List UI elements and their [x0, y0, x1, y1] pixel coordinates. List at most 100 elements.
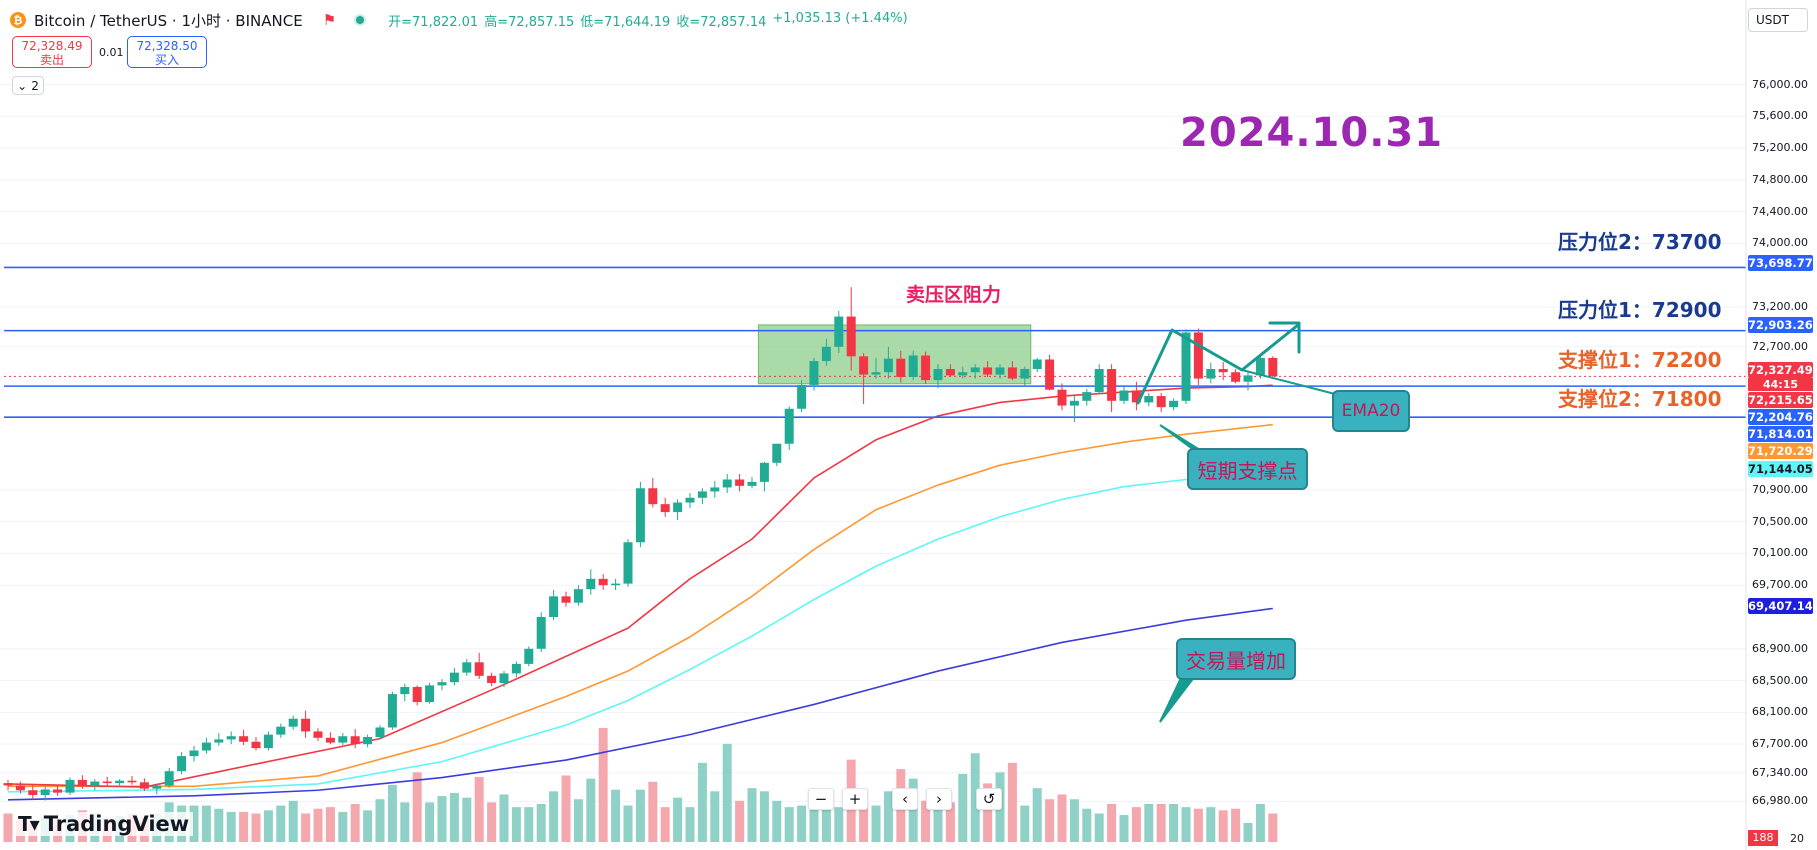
volume-bar	[1107, 803, 1117, 842]
scroll-left-button[interactable]: ‹	[892, 788, 918, 810]
change-value: +1,035.13 (+1.44%)	[772, 10, 908, 26]
volume-bar	[623, 805, 633, 842]
candle-body	[561, 596, 571, 603]
y-tick-label: 68,100.00	[1752, 705, 1808, 719]
symbol-header: ₿ Bitcoin / TetherUS · 1小时 · BINANCE ⚑ 开…	[10, 8, 908, 32]
y-tick-label: 68,900.00	[1752, 641, 1808, 655]
y-tick-label: 20	[1790, 832, 1804, 845]
reset-chart-button[interactable]: ↺	[976, 788, 1002, 810]
volume-bar	[921, 800, 931, 842]
zoom-in-button[interactable]: +	[842, 788, 868, 810]
candle-body	[1069, 400, 1079, 406]
ohlc-values: 开=71,822.01 高=72,857.15 低=71,644.19 收=72…	[388, 11, 908, 30]
candle-body	[437, 682, 447, 686]
buy-button[interactable]: 72,328.50 买入	[127, 36, 207, 68]
y-tick-label: 67,340.00	[1752, 765, 1808, 779]
candle-body	[821, 346, 831, 362]
y-tick-label: 70,900.00	[1752, 482, 1808, 496]
sell-price: 72,328.49	[21, 39, 83, 53]
y-tick-label: 74,000.00	[1752, 236, 1808, 250]
candle-body	[288, 718, 298, 727]
volume-bar	[722, 743, 732, 842]
currency-select[interactable]: USDT	[1748, 8, 1808, 32]
volume-bar	[474, 777, 484, 842]
price-axis-bg[interactable]	[1746, 0, 1817, 850]
volume-bar	[1181, 807, 1191, 842]
candle-body	[139, 782, 149, 789]
zoom-out-button[interactable]: −	[808, 788, 834, 810]
support1-label: 支撑位1：72200	[1558, 348, 1722, 372]
candle-body	[499, 673, 509, 683]
volume-bar	[276, 805, 286, 842]
candle-body	[338, 736, 348, 743]
candle-body	[908, 355, 918, 377]
candle-body	[251, 741, 261, 749]
candle-body	[883, 358, 893, 373]
candle-body	[387, 694, 397, 728]
sell-button[interactable]: 72,328.49 卖出	[12, 36, 92, 68]
zigzag-arrow-line	[1136, 323, 1300, 405]
volume-bar	[350, 803, 360, 842]
volume-bar	[412, 772, 422, 842]
y-tick-label: 69,700.00	[1752, 578, 1808, 592]
ema200-price-tag: 69,407.14	[1748, 598, 1813, 614]
volume-bar	[1119, 815, 1129, 842]
volume-bar	[747, 788, 757, 842]
symbol-title[interactable]: Bitcoin / TetherUS · 1小时 · BINANCE	[34, 11, 303, 30]
sell-zone-box	[757, 324, 1032, 385]
candle-body	[945, 369, 955, 376]
tradingview-icon: T▾	[18, 812, 40, 836]
candle-body	[226, 736, 236, 740]
candle-body	[313, 731, 323, 738]
volume-bar	[859, 803, 869, 842]
volume-bar	[1231, 808, 1241, 842]
candle-body	[784, 408, 794, 444]
volume-bar	[1020, 805, 1030, 842]
volume-bar	[1169, 803, 1179, 842]
trend-drawings	[1136, 321, 1336, 723]
candle-body	[697, 491, 707, 498]
candle-body	[53, 789, 63, 793]
volume-bar	[437, 796, 447, 842]
candle-body	[1231, 372, 1241, 382]
volume-bar	[809, 802, 819, 842]
ema-lines	[7, 384, 1273, 801]
volume-bar	[325, 807, 335, 842]
volume-bar	[201, 805, 211, 842]
scroll-right-button[interactable]: ›	[926, 788, 952, 810]
candle-body	[970, 367, 980, 373]
volume-bar	[834, 807, 844, 842]
candle-body	[474, 662, 484, 676]
volume-bar	[958, 773, 968, 842]
spread-value: 0.01	[99, 46, 124, 59]
candle-body	[797, 384, 807, 409]
volume-bar	[710, 791, 720, 842]
volume-bar	[214, 808, 224, 842]
res2-price-tag: 73,698.77	[1748, 255, 1813, 271]
volume-bar	[375, 799, 385, 842]
ema20-price-tag: 72,215.65	[1748, 392, 1813, 408]
candle-body	[536, 617, 546, 649]
sup1-price-tag: 72,204.76	[1748, 409, 1813, 425]
candle-body	[710, 487, 720, 492]
arrow-head	[1268, 321, 1301, 354]
candle-body	[102, 781, 112, 784]
y-tick-label: 70,100.00	[1752, 546, 1808, 560]
volume-bar	[648, 781, 658, 842]
candle-body	[722, 479, 732, 488]
candle-body	[759, 462, 769, 482]
indicator-toggle[interactable]: ⌄ 2	[12, 76, 44, 95]
volume-bar	[635, 789, 645, 842]
candle-body	[77, 779, 87, 786]
volume-bar	[3, 813, 13, 842]
flag-icon[interactable]: ⚑	[322, 11, 337, 29]
y-tick-label: 67,700.00	[1752, 737, 1808, 751]
bitcoin-icon: ₿	[10, 12, 26, 28]
ema100-line	[7, 469, 1273, 793]
level-lines	[4, 266, 1746, 418]
tradingview-logo[interactable]: T▾ TradingView	[14, 812, 194, 836]
volume-bar	[288, 800, 298, 842]
y-tick-label: 75,600.00	[1752, 109, 1808, 123]
volume-bar	[1156, 803, 1166, 842]
